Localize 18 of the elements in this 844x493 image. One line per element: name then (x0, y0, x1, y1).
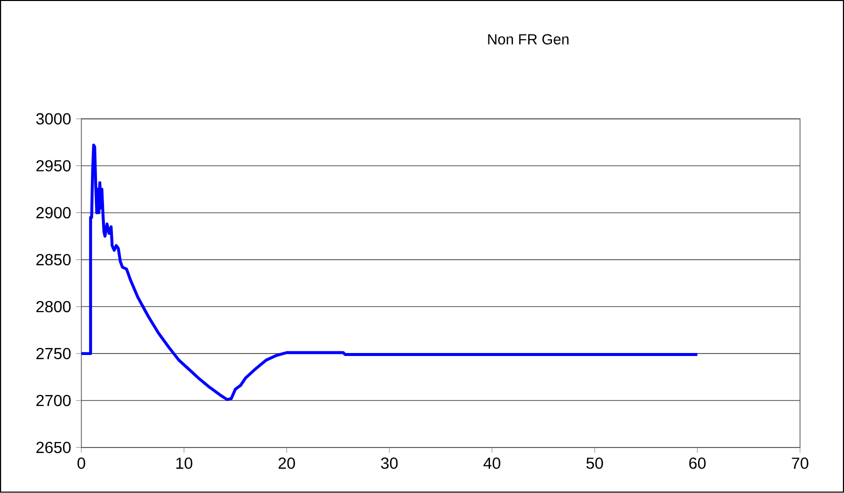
x-tick-label: 0 (78, 458, 86, 470)
line-series (81, 144, 699, 402)
y-tick-label: 2700 (36, 395, 71, 406)
y-tick-label: 2750 (36, 348, 71, 360)
y-tick-label: 2800 (36, 301, 71, 312)
x-tick-label: 70 (792, 458, 808, 470)
y-tick-label: 2900 (36, 207, 71, 219)
x-tick-label: 60 (689, 458, 706, 470)
y-tick-label: 3000 (36, 113, 71, 125)
x-tick-label: 20 (278, 458, 295, 470)
y-tick-label: 2650 (36, 442, 71, 454)
x-tick-label: 30 (381, 458, 398, 470)
y-tick-label: 2850 (36, 254, 71, 266)
x-tick-label: 50 (586, 458, 603, 470)
y-tick-label: 2950 (36, 160, 71, 172)
chart-title: Non FR Gen (488, 34, 568, 45)
x-tick-label: 40 (483, 458, 500, 470)
x-tick-label: 10 (176, 458, 192, 470)
